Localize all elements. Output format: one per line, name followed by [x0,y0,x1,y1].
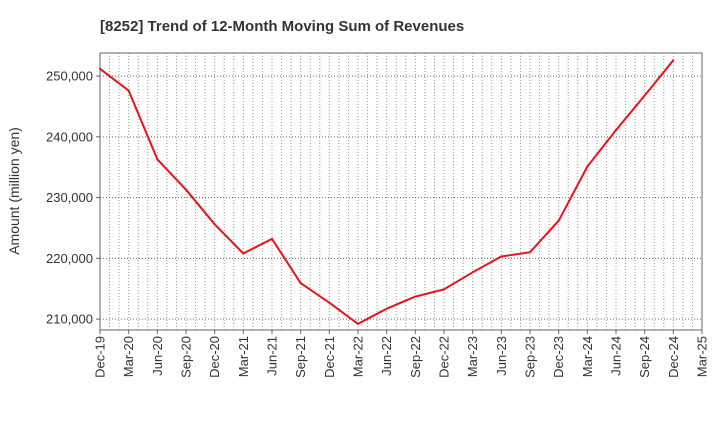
x-tick-label: Mar-21 [236,336,251,377]
data-point [213,223,216,226]
data-point [557,219,560,222]
y-tick-label: 210,000 [46,312,93,327]
data-point [414,295,417,298]
data-point [299,282,302,285]
series-layer [99,59,675,325]
data-point [643,94,646,97]
data-point [672,59,675,62]
data-point [271,237,273,240]
x-tick-label: Dec-21 [322,336,337,378]
data-point [357,322,359,325]
x-tick-label: Jun-20 [150,336,165,376]
x-tick-label: Dec-19 [93,336,108,378]
x-tick-label: Mar-20 [121,336,136,377]
x-tick-label: Sep-22 [408,336,423,378]
x-tick-label: Sep-21 [293,336,308,378]
data-point [127,89,130,92]
plot-frame [99,52,703,331]
y-tick-label: 230,000 [46,190,93,205]
x-tick-label: Jun-23 [494,336,509,376]
data-point [529,251,531,254]
x-tick-label: Dec-22 [437,336,452,378]
x-tick-label: Dec-20 [207,336,222,378]
x-tick-label: Sep-24 [637,336,652,378]
x-tick-label: Mar-24 [580,336,595,377]
y-tick-label: 220,000 [46,251,93,266]
data-point [500,255,503,258]
x-axis: Dec-19 Mar-20 Jun-20 Sep-20 Dec-20 Mar-21 Jun-… [93,330,710,378]
data-point [443,288,445,291]
data-point [615,129,617,132]
y-axis-label: Amount (million yen) [6,127,22,255]
y-tick-label: 250,000 [46,69,93,84]
data-point [328,301,331,304]
x-tick-label: Jun-24 [609,336,624,376]
x-tick-label: Mar-25 [695,336,710,377]
data-point [99,67,101,70]
data-point [185,188,187,191]
x-tick-label: Mar-22 [351,336,366,377]
data-point [385,307,388,310]
data-point [586,165,589,168]
data-point [242,252,245,255]
x-tick-label: Jun-21 [265,336,280,376]
x-tick-label: Sep-23 [523,336,538,378]
y-axis: 210,000 220,000 230,000 240,000 250,000 [46,69,100,327]
x-tick-label: Sep-20 [179,336,194,378]
x-tick-label: Mar-23 [465,336,480,377]
x-tick-label: Dec-23 [551,336,566,378]
x-tick-label: Jun-22 [379,336,394,376]
chart-title: [8252] Trend of 12-Month Moving Sum of R… [100,18,464,35]
data-point [471,271,474,274]
y-tick-label: 240,000 [46,129,93,144]
data-point [156,158,159,161]
x-tick-label: Dec-24 [666,336,681,378]
grid [100,53,702,330]
